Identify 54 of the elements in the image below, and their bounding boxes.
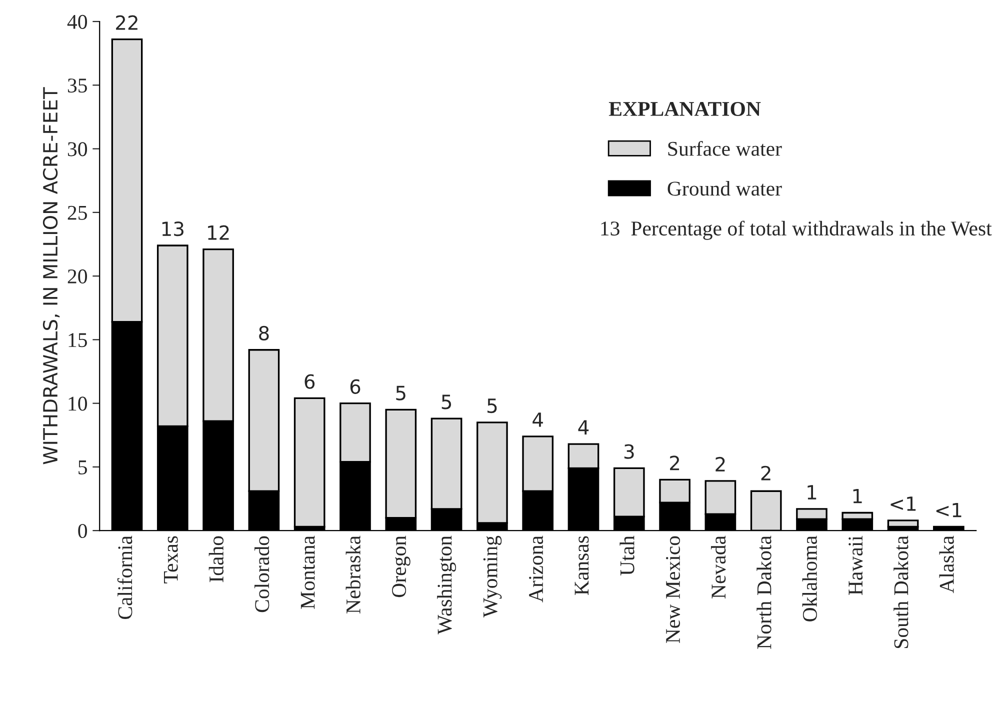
annotation: 6	[304, 374, 315, 389]
x-tick-label: Washington	[437, 536, 456, 634]
x-tick-label: Hawaii	[848, 536, 863, 596]
x-tick-label: New Mexico	[666, 536, 680, 644]
annotation: 8	[259, 326, 269, 341]
legend-label: Surface water	[668, 140, 782, 156]
x-tick-label: California	[117, 536, 132, 620]
legend-label: Ground water	[668, 181, 782, 196]
annotation: 5	[396, 386, 406, 400]
annotation: 1	[808, 485, 816, 500]
annotation: 4	[578, 420, 589, 434]
annotation: 3	[624, 444, 634, 459]
x-tick-label: Nevada	[710, 536, 726, 598]
annotation: 2	[716, 456, 725, 472]
y-tick-label: 0	[78, 524, 87, 538]
annotation: 4	[532, 412, 543, 427]
x-tick-label: Montana	[300, 536, 315, 609]
annotation: 5	[442, 394, 452, 410]
x-tick-label: Nebraska	[346, 536, 360, 614]
x-tick-label: North Dakota	[756, 536, 772, 649]
annotation: 2	[670, 456, 680, 470]
bar	[294, 397, 326, 528]
y-tick-label: 40	[67, 14, 87, 29]
annotation: 12	[208, 225, 229, 240]
y-axis-title: WITHDRAWALS, IN MILLION ACRE-FEET	[42, 87, 60, 464]
x-tick-label: Colorado	[254, 536, 270, 612]
y-tick-label: 20	[68, 269, 87, 284]
x-tick-label: Alaska	[939, 536, 954, 594]
annotation: 13 Percentage of total withdrawals in the West	[601, 220, 992, 240]
y-tick-label: 5	[78, 460, 87, 474]
x-tick-label: Utah	[620, 536, 634, 576]
annotation: 22	[116, 15, 138, 30]
x-tick-label: South Dakota	[894, 536, 908, 648]
y-tick-label: 35	[68, 78, 87, 93]
annotation: 2	[761, 466, 770, 480]
annotation: <1	[936, 502, 962, 518]
y-tick-label: 25	[68, 206, 87, 220]
y-tick-label: 10	[68, 396, 87, 411]
legend-title: EXPLANATION	[608, 102, 761, 116]
x-tick-label: Arizona	[529, 536, 544, 602]
x-tick-label: Kansas	[574, 536, 589, 596]
annotation: 1	[853, 488, 862, 504]
x-tick-label: Texas	[164, 536, 178, 584]
x-tick-label: Wyoming	[483, 536, 502, 618]
annotation: 6	[350, 379, 360, 394]
y-tick-label: 15	[68, 333, 87, 348]
y-tick-label: 30	[68, 142, 87, 156]
annotation: 13	[162, 221, 184, 236]
x-tick-label: Oregon	[392, 536, 410, 598]
x-tick-label: Oklahoma	[802, 536, 817, 622]
x-tick-label: Idaho	[208, 536, 224, 582]
annotation: <1	[890, 496, 916, 511]
annotation: 5	[488, 398, 497, 414]
bar	[887, 520, 919, 528]
